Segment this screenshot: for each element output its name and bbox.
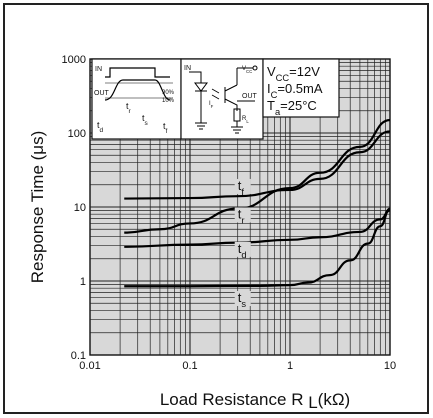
circuit-label-if: IF	[209, 101, 214, 109]
waveform-inset: IN OUT 90% 10% tr td ts tf	[91, 58, 182, 140]
series-label-td: td	[238, 241, 247, 260]
waveform-label-in: IN	[95, 66, 102, 73]
series-label-bg	[234, 207, 251, 223]
circuit-label-vcc: VCC	[242, 66, 252, 74]
waveform-label-10: 10%	[162, 98, 175, 104]
y-tick-label: 100	[68, 128, 86, 140]
waveform-label-tr: tr	[126, 101, 132, 115]
waveform-box	[91, 58, 182, 140]
series-curves	[124, 118, 391, 288]
y-tick-label: 0.1	[71, 350, 86, 362]
circuit-wire-in	[189, 71, 202, 83]
condition-vcc: VCC=12V	[267, 64, 320, 83]
circuit-inset: IN IF VCC OUT RL	[180, 58, 264, 140]
y-tick-label: 1	[80, 276, 86, 288]
series-line-tr	[124, 118, 391, 234]
condition-ta: Ta=25°C	[267, 98, 317, 117]
circuit-label-rl: RL	[242, 116, 249, 124]
y-tick-label: 10	[74, 202, 86, 214]
series-label-bg	[234, 241, 251, 257]
chart-frame: 0.01 0.1 1 10 0.1 1 10 100 1000 Load Resistance R…	[3, 3, 429, 414]
series-line-td	[124, 209, 391, 248]
x-axis-label: Load Resistance R L(kΩ)	[160, 390, 350, 412]
waveform-label-tf: tf	[163, 121, 168, 135]
series-label-bg	[234, 291, 251, 307]
circuit-wire-vcc	[236, 67, 253, 85]
series-line-tf	[124, 130, 391, 200]
conditions-box	[262, 58, 340, 118]
series-line-ts	[124, 207, 391, 288]
series-label-tr: tr	[238, 206, 245, 225]
x-tick-label: 10	[384, 360, 396, 372]
y-tick-label: 1000	[62, 54, 86, 66]
ground-1	[195, 122, 207, 130]
waveform-label-90: 90%	[162, 90, 175, 96]
led-symbol	[194, 82, 208, 123]
waveform-label-td: td	[97, 120, 104, 134]
series-label-bg	[234, 178, 251, 194]
x-tick-label: 1	[287, 360, 293, 372]
x-tick-label: 0.01	[79, 360, 100, 372]
waveform-out	[104, 79, 171, 101]
x-tick-label: 0.1	[182, 360, 197, 372]
light-arrows	[211, 88, 220, 100]
series-label-tf: tf	[238, 178, 245, 197]
ground-2	[231, 121, 243, 134]
circuit-label-out: OUT	[242, 93, 258, 100]
condition-ic: IC=0.5mA	[267, 81, 323, 100]
y-axis-label: Response Time (μs)	[28, 131, 47, 283]
series-label-ts: ts	[238, 290, 247, 309]
circuit-label-in: IN	[184, 65, 191, 72]
waveform-label-out: OUT	[94, 90, 110, 97]
waveform-in	[105, 67, 170, 78]
waveform-label-ts: ts	[142, 113, 148, 127]
